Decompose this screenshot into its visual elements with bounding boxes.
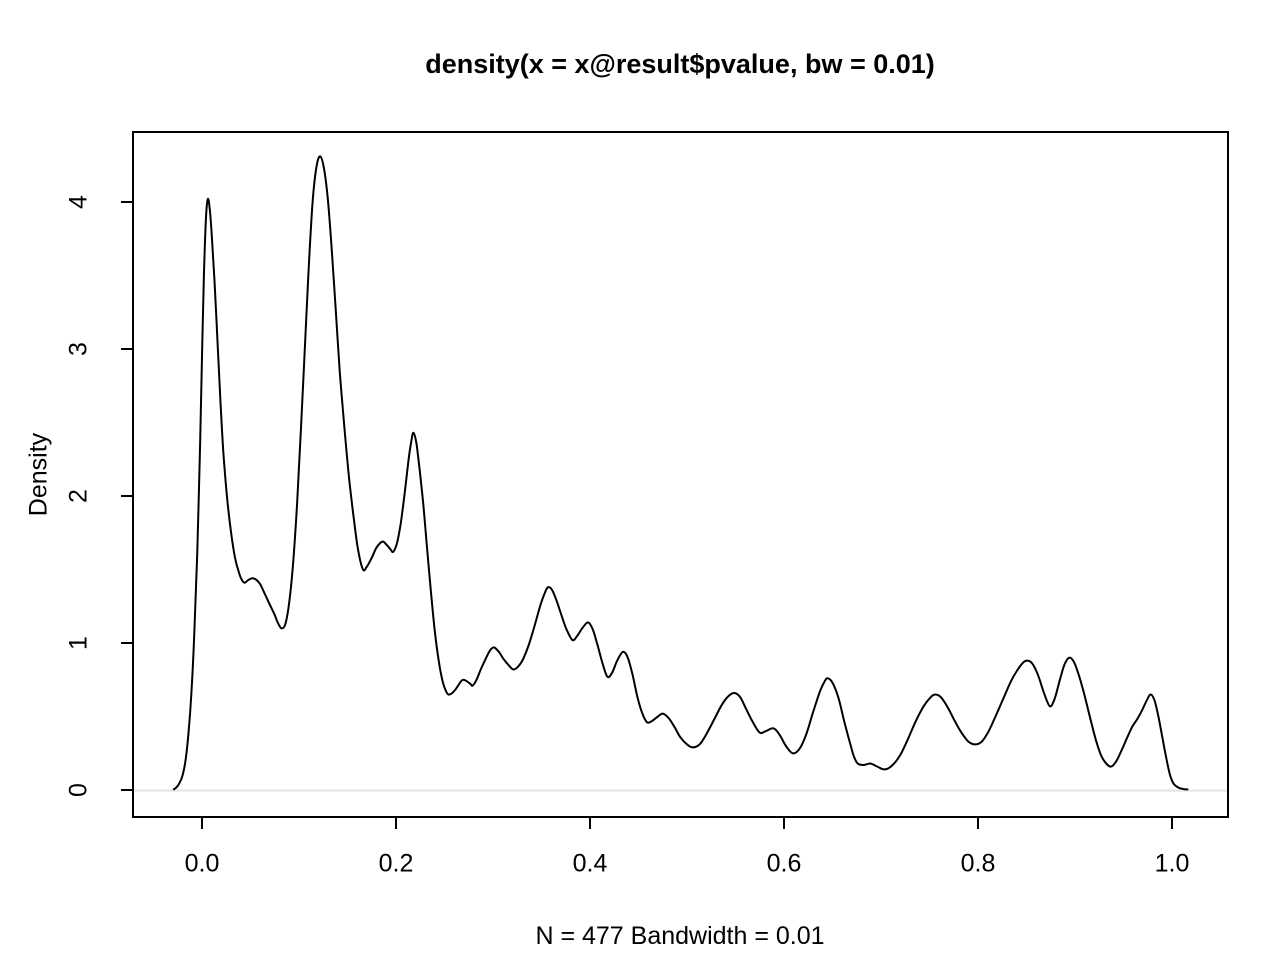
chart-title: density(x = x@result$pvalue, bw = 0.01) <box>425 49 935 79</box>
axes-layer: 0.0 0.2 0.4 0.6 0.8 1.0 0 1 2 3 4 <box>65 131 1229 878</box>
x-axis-tick-label: 1.0 <box>1155 850 1190 878</box>
y-axis-tick-label: 4 <box>65 195 93 209</box>
x-axis-label: N = 477 Bandwidth = 0.01 <box>535 922 824 950</box>
x-axis-tick-label: 0.2 <box>379 850 414 878</box>
density-curve <box>172 155 1189 791</box>
x-axis-tick-label: 0.4 <box>573 850 608 878</box>
x-axis-tick-label: 0.0 <box>185 850 220 878</box>
y-axis-tick-label: 1 <box>65 636 93 650</box>
y-axis-label: Density <box>25 432 53 516</box>
y-axis-tick-label: 2 <box>65 489 93 503</box>
x-axis-tick-label: 0.6 <box>767 850 802 878</box>
plot-box <box>132 131 1229 818</box>
y-axis-tick-label: 3 <box>65 342 93 356</box>
curve-layer <box>172 155 1189 791</box>
x-axis-tick-label: 0.8 <box>961 850 996 878</box>
y-axis-tick-label: 0 <box>65 783 93 797</box>
